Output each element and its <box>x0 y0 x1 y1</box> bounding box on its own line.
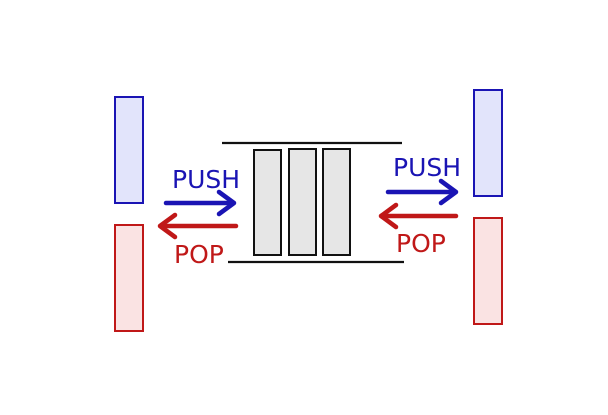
queue-element <box>322 148 351 256</box>
pop-label-left: POP <box>174 240 224 269</box>
left-push-block <box>114 96 144 204</box>
pop-label-right: POP <box>396 229 446 258</box>
right-arrow-icon <box>163 189 237 217</box>
right-push-block <box>473 89 503 197</box>
push-label-right: PUSH <box>393 153 461 182</box>
left-arrow-icon <box>157 212 239 240</box>
push-label-left: PUSH <box>172 165 240 194</box>
right-pop-block <box>473 217 503 325</box>
queue-element <box>288 148 317 256</box>
right-arrow-icon <box>385 178 459 206</box>
left-arrow-icon <box>378 202 459 230</box>
left-pop-block <box>114 224 144 332</box>
queue-element <box>253 149 282 256</box>
